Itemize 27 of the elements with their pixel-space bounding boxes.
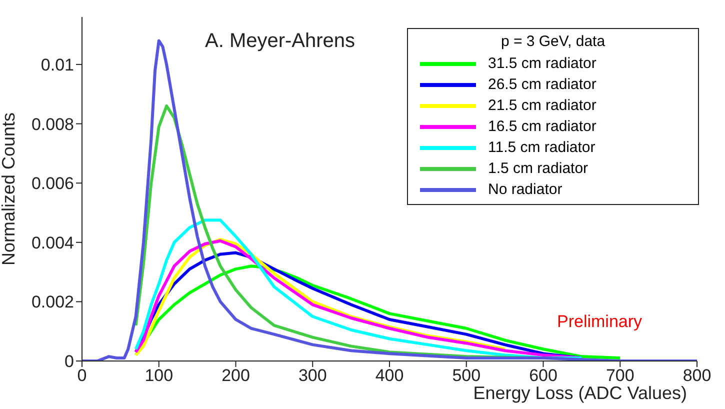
legend-label: 31.5 cm radiator <box>488 55 596 72</box>
x-tick-label: 600 <box>529 366 558 386</box>
y-tick-label: 0.002 <box>31 292 74 312</box>
y-tick-label: 0.01 <box>40 55 74 74</box>
y-tick-label: 0 <box>64 352 74 372</box>
legend-label: 11.5 cm radiator <box>488 139 596 156</box>
x-tick-label: 200 <box>222 366 250 386</box>
y-tick-label: 0.006 <box>31 174 74 194</box>
x-tick-label: 100 <box>144 366 174 386</box>
y-tick-label: 0.008 <box>31 114 74 134</box>
y-tick-label: 0.004 <box>31 233 74 252</box>
legend-label: 1.5 cm radiator <box>488 160 588 177</box>
legend-label: 26.5 cm radiator <box>488 76 596 93</box>
x-tick-label: 700 <box>606 366 634 386</box>
x-tick-label: 400 <box>375 366 404 386</box>
annotation: Preliminary <box>557 312 642 332</box>
y-axis-title: Normalized Counts <box>0 112 18 266</box>
x-tick-label: 300 <box>298 366 327 386</box>
legend-title: p = 3 GeV, data <box>500 33 606 50</box>
x-axis-title: Energy Loss (ADC Values) <box>473 383 687 403</box>
annotation: A. Meyer-Ahrens <box>205 30 356 53</box>
legend-label: No radiator <box>488 181 562 198</box>
legend-label: 21.5 cm radiator <box>488 97 596 114</box>
x-tick-label: 800 <box>682 366 712 386</box>
x-tick-label: 0 <box>77 366 87 386</box>
x-tick-label: 500 <box>452 366 481 386</box>
legend-label: 16.5 cm radiator <box>488 118 596 135</box>
